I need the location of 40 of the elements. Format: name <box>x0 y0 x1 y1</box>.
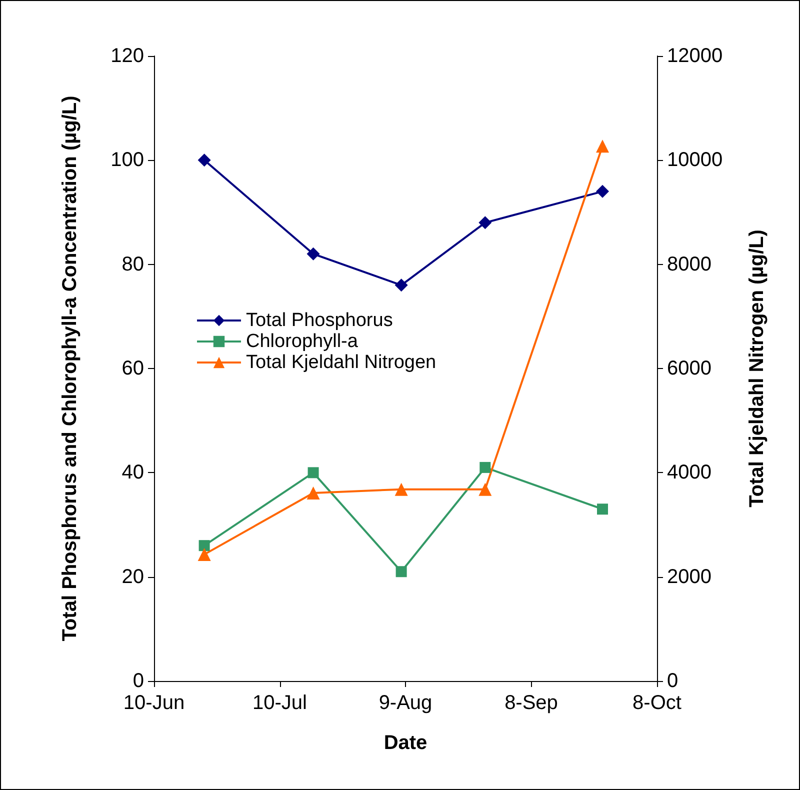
x-tick-label: 10-Jul <box>252 692 307 714</box>
point <box>394 278 408 292</box>
y2-tick-label: 10000 <box>667 149 723 172</box>
y-tick-label: 60 <box>122 358 144 380</box>
legend-label: Chlorophyll-a <box>246 331 358 352</box>
y-tick-label: 40 <box>122 462 144 484</box>
x-tick-label: 8-Oct <box>632 692 682 714</box>
point <box>480 462 491 473</box>
y-tick-label: 120 <box>110 45 144 67</box>
point <box>306 486 320 500</box>
point <box>308 467 319 478</box>
x-tick-label: 10-Jun <box>123 692 185 714</box>
y2-tick-label: 2000 <box>667 566 712 588</box>
point <box>596 140 610 153</box>
legend-label: Total Phosphorus <box>246 310 393 331</box>
y2-tick-label: 4000 <box>667 462 712 484</box>
legend-label: Total Kjeldahl Nitrogen <box>246 352 436 373</box>
point <box>198 548 211 561</box>
y-tick-label: 20 <box>122 566 144 588</box>
y-tick-label: 100 <box>110 149 144 172</box>
point <box>394 482 408 496</box>
y2-tick-label: 6000 <box>667 358 712 380</box>
point <box>597 504 608 515</box>
point <box>198 154 211 167</box>
point <box>478 482 492 496</box>
x-tick-label: 9-Aug <box>378 692 432 714</box>
x-tick-label: 8-Sep <box>504 692 558 714</box>
x-axis-title: Date <box>384 732 428 754</box>
y-tick-label: 80 <box>122 253 144 276</box>
point <box>306 247 320 260</box>
y-axis-title: Total Phosphorus and Chlorophyll-a Concentration (µg/L) <box>59 96 81 642</box>
point <box>198 540 210 552</box>
y2-tick-label: 12000 <box>667 45 723 67</box>
point <box>478 216 492 230</box>
point <box>596 184 610 198</box>
y2-tick-label: 0 <box>667 670 678 692</box>
y2-tick-label: 8000 <box>667 253 712 276</box>
point <box>396 566 407 578</box>
y-tick-label: 0 <box>132 670 144 692</box>
y2-axis-title: Total Kjeldahl Nitrogen (µg/L) <box>746 230 768 508</box>
